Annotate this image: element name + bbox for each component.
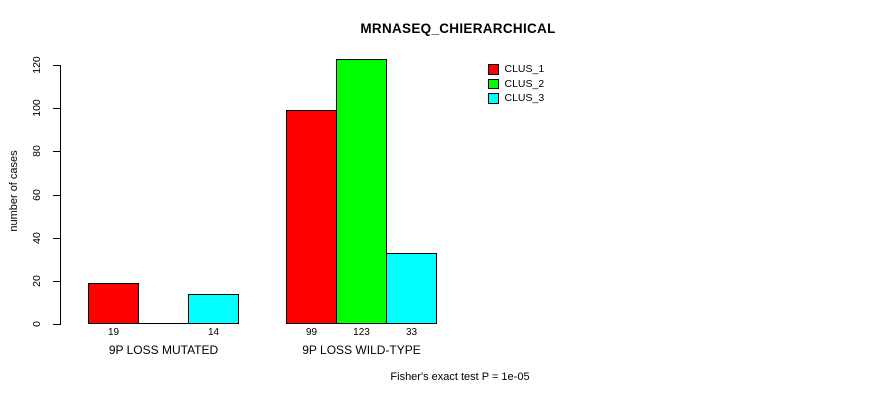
y-tick-label: 0 bbox=[31, 321, 43, 327]
y-axis-line bbox=[60, 65, 61, 325]
bar-clus_2-group2 bbox=[336, 59, 387, 324]
group-baseline bbox=[88, 323, 239, 324]
legend-item-clus_3: CLUS_3 bbox=[488, 91, 544, 106]
group-baseline bbox=[286, 323, 437, 324]
legend-item-label: CLUS_2 bbox=[504, 77, 545, 90]
bar-clus_1-group1 bbox=[88, 283, 139, 324]
y-tick bbox=[53, 65, 60, 66]
bar-value-label: 123 bbox=[353, 327, 370, 338]
legend-item-label: CLUS_1 bbox=[504, 63, 545, 76]
x-category-label: 9P LOSS WILD-TYPE bbox=[302, 343, 421, 357]
y-tick bbox=[53, 151, 60, 152]
bar-value-label: 14 bbox=[207, 327, 220, 338]
y-tick bbox=[53, 195, 60, 196]
y-tick bbox=[53, 324, 60, 325]
y-tick bbox=[53, 108, 60, 109]
legend: CLUS_1 CLUS_2 CLUS_3 bbox=[488, 62, 544, 106]
y-tick-label: 120 bbox=[31, 56, 43, 74]
y-tick-label: 80 bbox=[31, 145, 43, 157]
legend-item-clus_1: CLUS_1 bbox=[488, 62, 544, 77]
x-category-label: 9P LOSS MUTATED bbox=[108, 343, 219, 357]
y-tick-label: 60 bbox=[31, 189, 43, 201]
legend-item-clus_2: CLUS_2 bbox=[488, 77, 544, 92]
annotation-fisher-test: Fisher's exact test P = 1e-05 bbox=[390, 371, 530, 383]
y-tick-label: 40 bbox=[31, 232, 43, 244]
legend-swatch-clus_3 bbox=[488, 93, 499, 104]
y-tick bbox=[53, 281, 60, 282]
bar-clus_3-group2 bbox=[386, 253, 437, 324]
bar-clus_3-group1 bbox=[188, 294, 239, 324]
y-tick bbox=[53, 238, 60, 239]
bar-value-label: 99 bbox=[305, 327, 318, 338]
bar-value-label: 19 bbox=[107, 327, 120, 338]
bar-value-label: 33 bbox=[405, 327, 418, 338]
legend-swatch-clus_1 bbox=[488, 64, 499, 75]
bar-clus_1-group2 bbox=[286, 110, 337, 324]
y-tick-label: 20 bbox=[31, 275, 43, 287]
legend-item-label: CLUS_3 bbox=[504, 92, 545, 105]
chart-title: MRNASEQ_CHIERARCHICAL bbox=[360, 21, 556, 36]
y-tick-label: 100 bbox=[31, 99, 43, 117]
legend-swatch-clus_2 bbox=[488, 78, 499, 89]
